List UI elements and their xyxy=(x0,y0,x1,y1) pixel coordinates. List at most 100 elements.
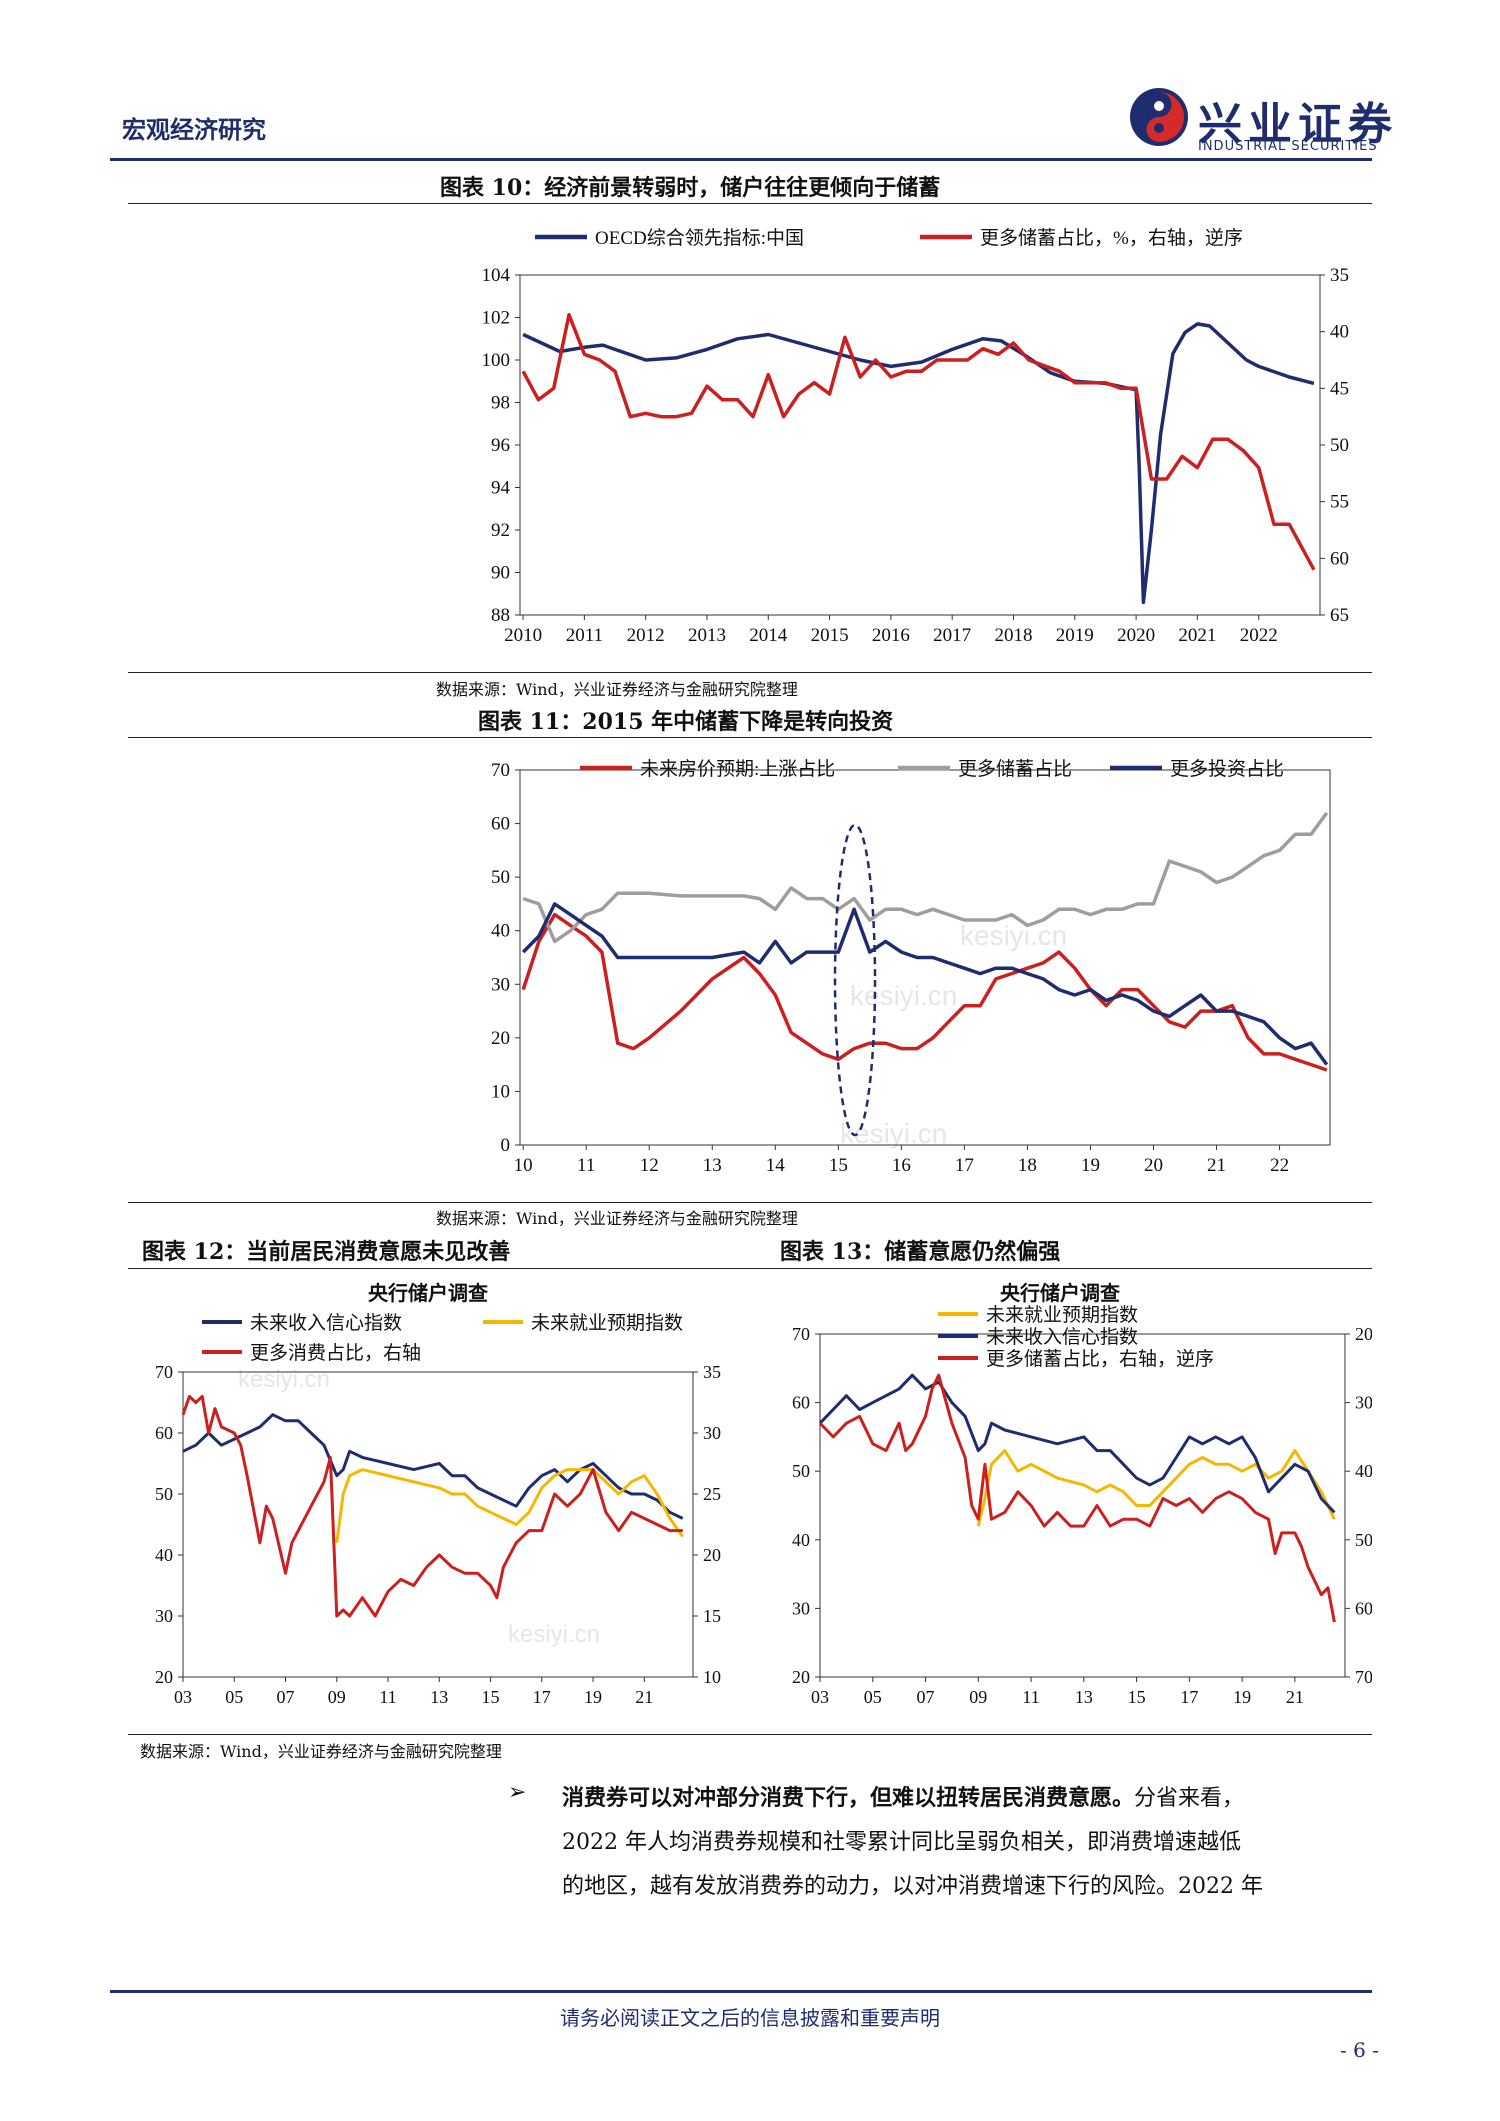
y-left-tick-label: 60 xyxy=(155,1423,173,1443)
x-tick-label: 03 xyxy=(174,1687,192,1707)
x-tick-label: 2011 xyxy=(566,625,603,646)
x-tick-label: 2017 xyxy=(933,625,971,646)
x-tick-label: 2020 xyxy=(1117,625,1155,646)
x-tick-label: 15 xyxy=(482,1687,500,1707)
x-tick-label: 18 xyxy=(1018,1155,1037,1176)
x-tick-label: 16 xyxy=(892,1155,911,1176)
x-tick-label: 2014 xyxy=(749,625,788,646)
x-tick-label: 13 xyxy=(1075,1687,1093,1707)
legend-label: 未来收入信心指数 xyxy=(986,1326,1138,1348)
y-left-tick-label: 104 xyxy=(482,265,511,286)
fig13-chart: 央行储户调查 20 30 40 50 60 70 20 30 40 50 60 70 03 05 07 09 11… xyxy=(792,1281,1372,1707)
x-tick-label: 05 xyxy=(864,1687,882,1707)
fig10-title: 图表 10：经济前景转弱时，储户往往更倾向于储蓄 xyxy=(440,175,941,201)
y-right-tick-label: 40 xyxy=(1355,1461,1372,1481)
y-right-tick-label: 35 xyxy=(1330,265,1349,286)
legend-label: 更多投资占比 xyxy=(1170,758,1284,780)
y-right-tick-label: 55 xyxy=(1330,492,1349,513)
x-tick-label: 11 xyxy=(1022,1687,1039,1707)
y-left-tick-label: 92 xyxy=(491,520,510,541)
fig11-top-rule xyxy=(128,737,1372,738)
x-tick-label: 17 xyxy=(1180,1687,1198,1707)
fig10-chart: 88 90 92 94 96 98 100 102 104 35 40 45 50 55 60 65 2010 2… xyxy=(482,227,1350,646)
series-line xyxy=(818,1373,1336,1623)
x-tick-label: 15 xyxy=(1128,1687,1146,1707)
x-tick-label: 05 xyxy=(225,1687,243,1707)
series-line xyxy=(181,1394,683,1618)
fig12-inner-title: 央行储户调查 xyxy=(368,1281,488,1305)
x-tick-label: 11 xyxy=(379,1687,396,1707)
y-left-tick-label: 20 xyxy=(491,1028,510,1049)
x-tick-label: 2018 xyxy=(994,625,1032,646)
page-number: - 6 - xyxy=(1340,2038,1379,2062)
y-left-tick-label: 30 xyxy=(792,1598,810,1618)
x-tick-label: 13 xyxy=(703,1155,722,1176)
y-left-tick-label: 60 xyxy=(792,1393,810,1413)
watermark-text: kesiyi.cn xyxy=(850,980,957,1011)
watermark-text: kesiyi.cn xyxy=(840,1118,947,1149)
body-line-3: 的地区，越有发放消费券的动力，以对冲消费增速下行的风险。2022 年 xyxy=(562,1874,1263,1899)
y-left-tick-label: 40 xyxy=(491,921,510,942)
y-left-tick-label: 40 xyxy=(792,1530,810,1550)
watermark-text: kesiyi.cn xyxy=(508,1621,600,1648)
fig11-bottom-rule xyxy=(128,1202,1372,1203)
logo-mark-icon xyxy=(1130,88,1188,146)
legend-label: 更多消费占比，右轴 xyxy=(250,1342,421,1364)
x-tick-label: 19 xyxy=(1081,1155,1100,1176)
y-left-tick-label: 40 xyxy=(155,1545,173,1565)
x-tick-label: 21 xyxy=(635,1687,653,1707)
y-right-tick-label: 30 xyxy=(1355,1393,1372,1413)
legend-label: 未来房价预期:上涨占比 xyxy=(640,758,835,780)
highlight-ellipse xyxy=(833,823,877,1137)
bullet-marker: ➢ xyxy=(508,1780,527,1805)
x-tick-label: 03 xyxy=(811,1687,829,1707)
fig11-source: 数据来源：Wind，兴业证券经济与金融研究院整理 xyxy=(436,1209,798,1228)
y-right-tick-label: 20 xyxy=(703,1545,721,1565)
y-left-tick-label: 20 xyxy=(155,1667,173,1687)
x-tick-label: 2019 xyxy=(1056,625,1094,646)
fig10-source: 数据来源：Wind，兴业证券经济与金融研究院整理 xyxy=(436,680,798,699)
x-tick-label: 2012 xyxy=(627,625,665,646)
x-tick-label: 21 xyxy=(1286,1687,1304,1707)
series-line xyxy=(521,912,1328,1072)
series-line xyxy=(522,811,1329,944)
y-right-tick-label: 60 xyxy=(1355,1598,1372,1618)
fig11-chart: kesiyi.cnkesiyi.cnkesiyi.cn0102030405060… xyxy=(491,758,1331,1176)
series-line xyxy=(522,322,1315,605)
watermark-text: kesiyi.cn xyxy=(238,1366,330,1393)
logo-chinese: 兴业证券 xyxy=(1198,99,1398,150)
x-tick-label: 07 xyxy=(917,1687,935,1707)
y-right-tick-label: 20 xyxy=(1355,1324,1372,1344)
y-right-tick-label: 45 xyxy=(1330,378,1349,399)
x-tick-label: 14 xyxy=(766,1155,786,1176)
fig13-inner-title: 央行储户调查 xyxy=(1000,1281,1120,1305)
series-line xyxy=(182,1413,684,1520)
legend-label: 未来收入信心指数 xyxy=(250,1312,402,1334)
x-tick-label: 12 xyxy=(640,1155,659,1176)
x-tick-label: 21 xyxy=(1207,1155,1226,1176)
x-tick-label: 2016 xyxy=(872,625,910,646)
body-line-1: 消费券可以对冲部分消费下行，但难以扭转居民消费意愿。分省来看， xyxy=(562,1776,1372,1821)
fig12-top-rule xyxy=(128,1268,1372,1269)
y-left-tick-label: 70 xyxy=(155,1362,173,1382)
legend-label: 更多储蓄占比 xyxy=(958,758,1072,780)
y-left-tick-label: 96 xyxy=(491,435,510,456)
x-tick-label: 07 xyxy=(277,1687,295,1707)
y-right-tick-label: 30 xyxy=(703,1423,721,1443)
x-tick-label: 2022 xyxy=(1240,625,1278,646)
x-tick-label: 17 xyxy=(955,1155,974,1176)
y-left-tick-label: 50 xyxy=(491,867,510,888)
fig12-title: 图表 12：当前居民消费意愿未见改善 xyxy=(142,1239,511,1265)
y-right-tick-label: 40 xyxy=(1330,322,1349,343)
x-tick-label: 2010 xyxy=(504,625,542,646)
y-left-tick-label: 50 xyxy=(155,1484,173,1504)
body-paragraph: 消费券可以对冲部分消费下行，但难以扭转居民消费意愿。分省来看， 2022 年人均… xyxy=(562,1776,1372,1909)
y-left-tick-label: 30 xyxy=(491,974,510,995)
body-line-1-rest: 分省来看， xyxy=(1134,1786,1245,1811)
x-tick-label: 11 xyxy=(577,1155,595,1176)
y-right-tick-label: 50 xyxy=(1355,1530,1372,1550)
logo-english: INDUSTRIAL SECURITIES xyxy=(1198,139,1378,154)
x-tick-label: 09 xyxy=(328,1687,346,1707)
legend-label: 未来就业预期指数 xyxy=(531,1312,683,1334)
y-left-tick-label: 0 xyxy=(501,1135,511,1156)
